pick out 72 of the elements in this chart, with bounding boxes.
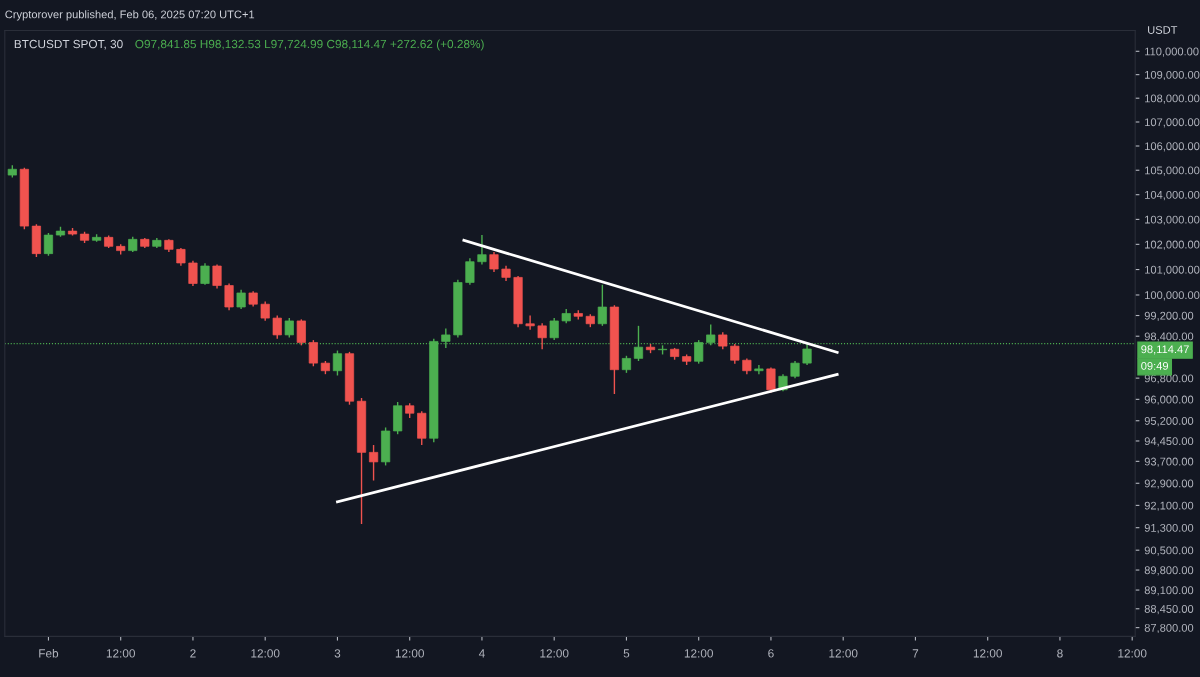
x-tick-label: 12:00	[973, 649, 1002, 658]
y-tick-label: 100,000.00	[1145, 291, 1200, 301]
candlestick	[754, 364, 764, 375]
x-tick-label: 6	[768, 649, 774, 658]
y-tick-label: 107,000.00	[1145, 118, 1200, 128]
candlestick	[489, 251, 499, 273]
candlestick	[212, 263, 222, 290]
y-axis-title: USDT	[1148, 26, 1178, 34]
candlestick	[549, 317, 559, 341]
candlestick	[308, 339, 318, 367]
candlestick	[597, 284, 607, 327]
candlestick	[260, 300, 270, 322]
candlestick	[332, 349, 343, 377]
candlestick	[802, 342, 812, 366]
y-tick-label: 96,800.00	[1144, 374, 1194, 384]
y-tick-label: 110,000.00	[1145, 47, 1199, 57]
text: BTCUSDT SPOT, 30	[14, 39, 123, 50]
x-tick-label: 12:00	[251, 649, 280, 658]
y-tick-label: 96,000.00	[1144, 395, 1194, 405]
x-tick-label: Feb	[39, 648, 59, 658]
y-tick-label: 92,900.00	[1144, 479, 1194, 489]
ref-line-label: 98,114.47	[1141, 345, 1189, 355]
candlestick	[537, 322, 547, 350]
y-tick-label: 88,450.00	[1144, 605, 1194, 615]
y-tick-label: 103,000.00	[1145, 215, 1200, 225]
x-tick-label: 3	[334, 649, 341, 658]
candlestick	[369, 444, 379, 482]
candlestick	[730, 343, 740, 365]
y-tick-label: 90,500.00	[1144, 546, 1194, 556]
x-tick-label: 8	[1057, 649, 1063, 658]
y-tick-label: 93,700.00	[1144, 457, 1194, 467]
annotation: O97,841.85 H98,132.53 L97,724.99 C98,114.47 +272.62 (+0.28%)	[135, 39, 484, 51]
candlestick	[43, 232, 54, 257]
x-tick-label: 12:00	[395, 649, 425, 658]
y-tick-label: 104,000.00	[1145, 190, 1200, 201]
x-tick-label: 12:00	[829, 649, 858, 658]
x-tick-label: 5	[623, 649, 630, 658]
y-tick-label: 109,000.00	[1145, 70, 1200, 81]
x-tick-label: 12:00	[106, 649, 136, 658]
y-tick-label: 89,800.00	[1144, 566, 1194, 576]
candlestick	[477, 234, 487, 266]
candlestick	[236, 289, 246, 310]
candlestick	[224, 282, 234, 312]
candlestick	[200, 262, 210, 286]
y-tick-label: 89,100.00	[1144, 586, 1194, 596]
x-tick-label: 12:00	[540, 649, 569, 658]
candlestick	[296, 318, 306, 347]
x-tick-label: 12:00	[1118, 649, 1147, 658]
y-tick-label: 99,200.00	[1144, 311, 1194, 321]
y-tick-label: 92,100.00	[1144, 501, 1194, 511]
x-tick-label: 12:00	[684, 649, 714, 658]
text: 09:49	[1141, 362, 1169, 370]
y-tick-label: 105,000.00	[1145, 166, 1200, 176]
candlestick	[525, 314, 535, 331]
y-tick-label: 94,450.00	[1144, 437, 1194, 447]
y-tick-label: 91,300.00	[1144, 523, 1194, 534]
y-tick-label: 87,800.00	[1144, 623, 1194, 634]
x-tick-label: 2	[190, 649, 196, 658]
y-tick-label: 106,000.00	[1145, 142, 1200, 152]
text: Cryptorover published, Feb 06, 2025 07:20 UTC+1	[5, 10, 255, 21]
y-tick-label: 95,200.00	[1144, 417, 1194, 427]
candlestick	[465, 257, 475, 286]
y-tick-label: 98,400.00	[1144, 332, 1194, 342]
x-tick-label: 7	[912, 649, 919, 658]
y-tick-label: 101,000.00	[1145, 265, 1200, 275]
candlestick	[188, 259, 198, 287]
y-tick-label: 108,000.00	[1145, 94, 1200, 104]
candlestick	[284, 317, 294, 339]
candlestick	[272, 314, 282, 340]
candlestick	[633, 325, 644, 362]
x-tick-label: 4	[478, 649, 485, 658]
y-tick-label: 102,000.00	[1145, 240, 1200, 250]
